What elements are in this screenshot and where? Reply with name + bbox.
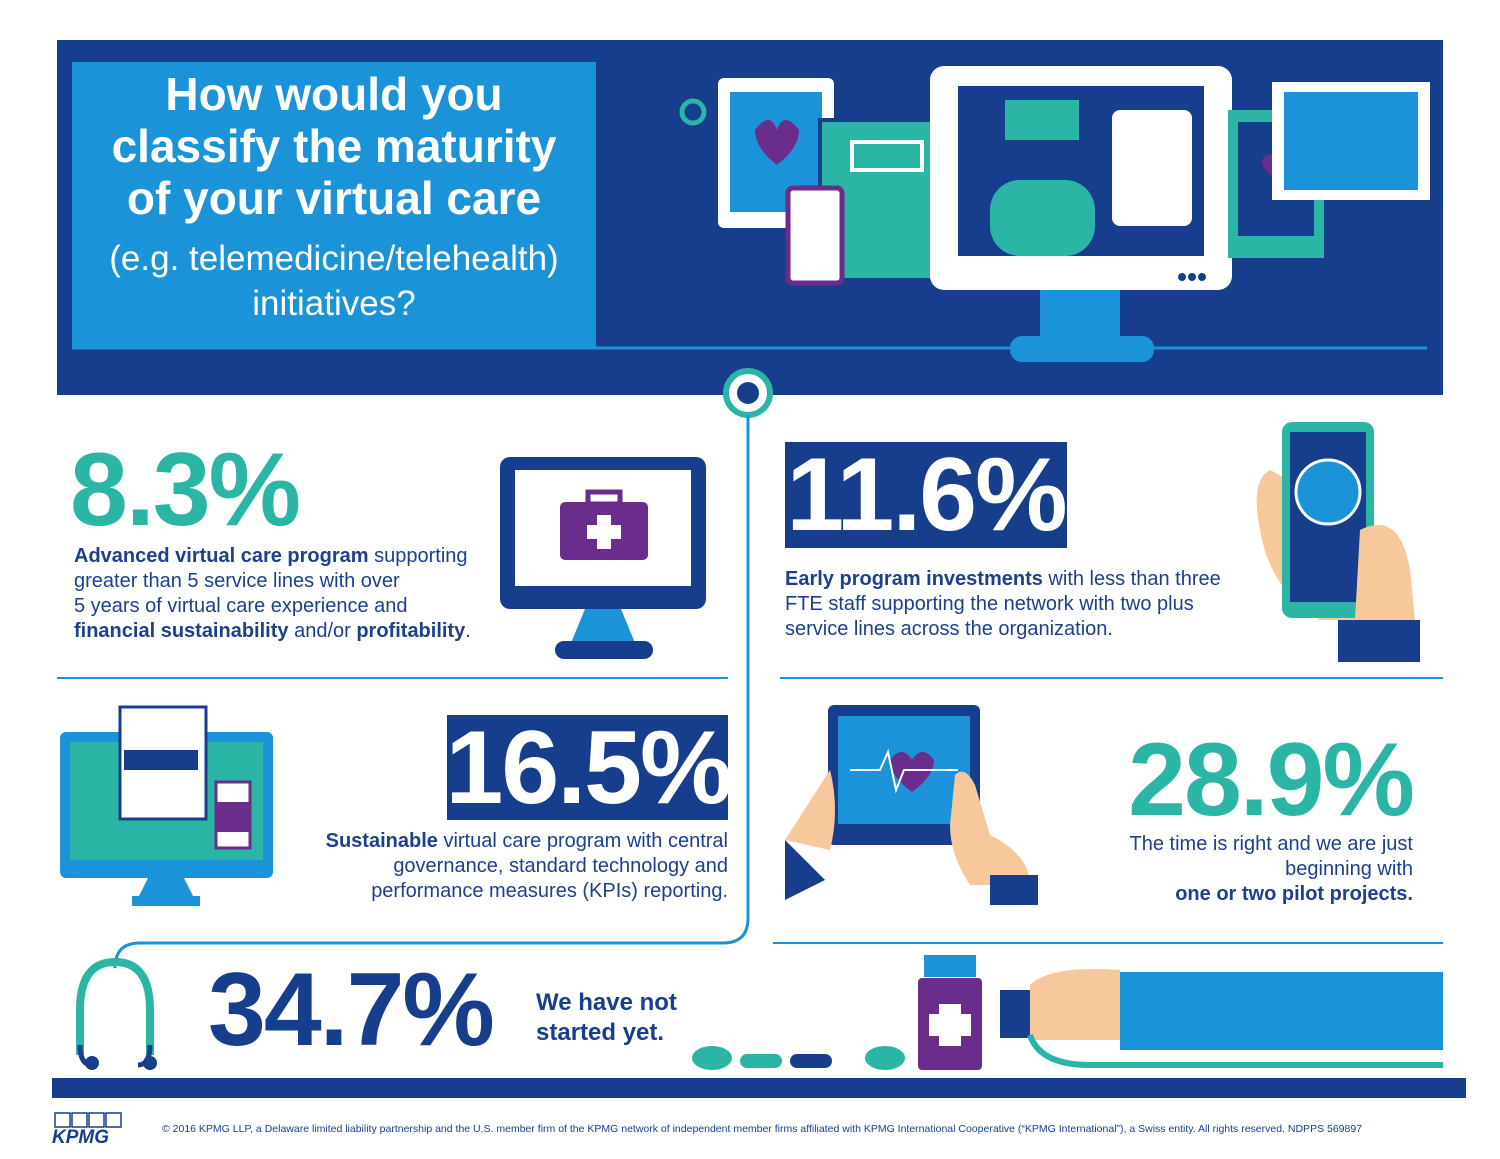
monitor-icon [500,457,706,659]
description: The time is right and we are just [1130,833,1414,855]
text-bold: profitability [356,620,466,642]
text: virtual care program with central [438,830,728,852]
text: with less than three [1043,568,1221,590]
title-box [72,62,596,348]
percent-box [447,715,728,820]
description: started yet. [536,1019,664,1046]
stethoscope-icon [76,957,157,1070]
description: one or two pilot projects. [1175,883,1413,905]
tablet-icon [785,705,1038,905]
text-bold: Early program investments [785,568,1043,590]
logo-mark [54,1112,122,1128]
description: We have not [536,989,677,1016]
title-line: of your virtual care [127,172,541,224]
title-line: classify the maturity [112,120,557,172]
computer-icon [60,705,273,906]
footer-bar [52,1078,1466,1098]
text-bold: Sustainable [326,830,438,852]
connector-line [113,415,750,969]
copyright: © 2016 KPMG LLP, a Delaware limited liab… [162,1123,1362,1135]
description: financial sustainability and/or profitab… [74,620,471,642]
description: beginning with [1285,858,1413,880]
description: Advanced virtual care program supporting [74,545,468,567]
percent: 34.7% [208,952,493,1068]
percent-box [785,442,1067,548]
description: service lines across the organization. [785,618,1113,640]
title-line: How would you [165,68,502,120]
medicine-illustration [692,955,1443,1070]
text-bold: Advanced virtual care program [74,545,369,567]
description: Early program investments with less than… [785,568,1221,590]
description: FTE staff supporting the network with tw… [785,593,1194,615]
percent: 11.6% [786,437,1065,553]
description: greater than 5 service lines with over [74,570,400,592]
description: 5 years of virtual care experience and [74,595,408,617]
phone-icon [1256,422,1420,662]
description: performance measures (KPIs) reporting. [371,880,728,902]
logo: KPMG [52,1127,109,1148]
percent: 8.3% [70,432,299,548]
text-bold: financial sustainability [74,620,289,642]
text: . [465,620,471,642]
text: supporting [369,545,468,567]
description: Sustainable virtual care program with ce… [326,830,728,852]
description: governance, standard technology and [393,855,728,877]
header-illustration [679,66,1430,362]
text: and/or [289,620,357,642]
percent: 28.9% [1128,722,1413,838]
connector-node [737,382,759,404]
subtitle-line: (e.g. telemedicine/telehealth) [109,239,558,278]
subtitle-line: initiatives? [252,284,415,323]
percent: 16.5% [446,710,731,826]
